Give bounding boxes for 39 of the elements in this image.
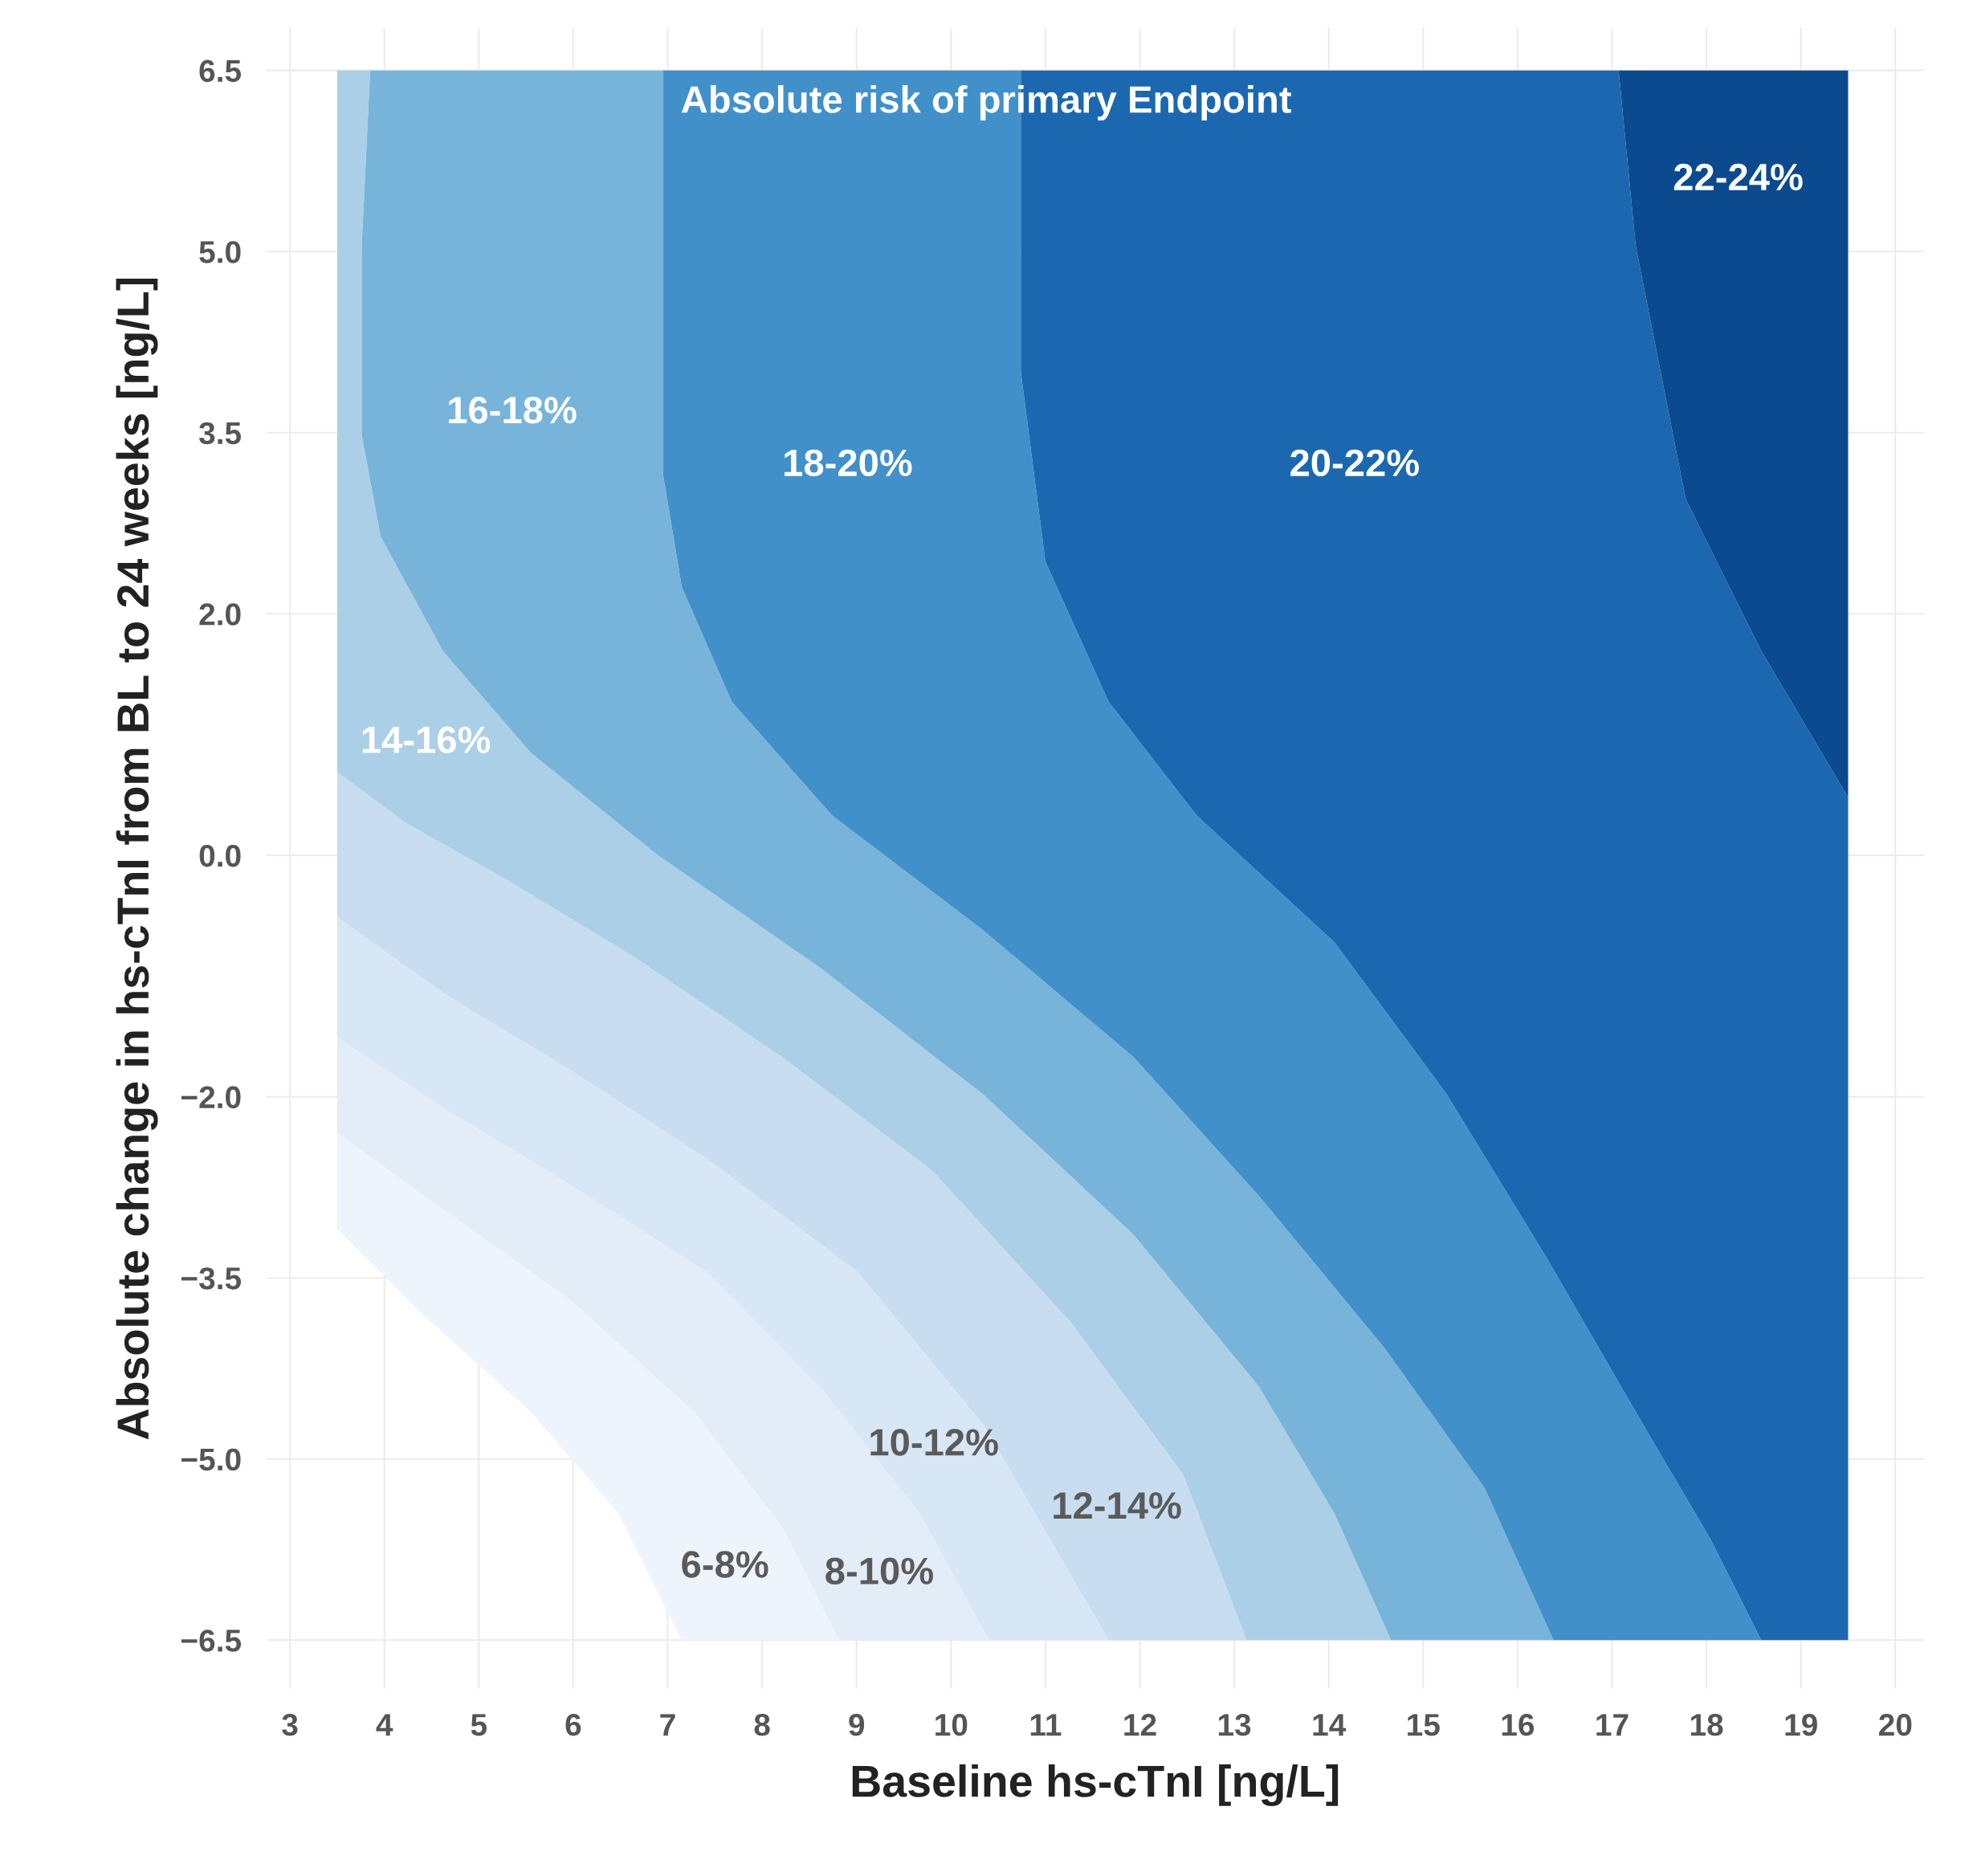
series-label: 6-8% — [682, 1551, 768, 1578]
y-tick-label: 0.0 — [199, 844, 241, 867]
series-label: 18-20% — [785, 449, 912, 477]
series-label: 10-12% — [870, 1429, 998, 1456]
series-label: 14-16% — [362, 726, 491, 754]
y-tick-label: −6.5 — [181, 1629, 242, 1652]
text: Absolute risk of primary Endpoint — [681, 85, 1291, 121]
y-axis-title: Absolute change in hs-cTnI from BL to 24 weeks [ng/L] — [116, 278, 158, 1440]
series-label: 16-18% — [449, 396, 577, 424]
y-tick-label: 5.0 — [199, 241, 241, 263]
series-label: 20-22% — [1290, 449, 1419, 477]
x-tick-label: 7 — [660, 1714, 675, 1736]
x-axis-title: Baseline hs-cTnI [ng/L] — [852, 1764, 1339, 1807]
x-tick-label: 19 — [1785, 1713, 1817, 1736]
x-tick-label: 8 — [754, 1713, 770, 1736]
x-tick-label: 20 — [1879, 1713, 1912, 1736]
x-tick-label: 17 — [1596, 1714, 1629, 1736]
y-tick-label: 6.5 — [199, 59, 242, 83]
x-tick-label: 15 — [1408, 1714, 1440, 1736]
x-tick-label: 18 — [1690, 1713, 1723, 1736]
x-tick-label: 11 — [1030, 1714, 1062, 1736]
series-label: 8-10% — [825, 1557, 933, 1584]
x-tick-label: 13 — [1218, 1713, 1251, 1736]
x-tick-label: 14 — [1313, 1714, 1347, 1736]
x-tick-label: 9 — [849, 1713, 865, 1736]
y-tick-label: −5.0 — [181, 1448, 241, 1471]
y-tick-label: −3.5 — [181, 1267, 242, 1290]
x-tick-label: 12 — [1124, 1713, 1156, 1736]
x-tick-label: 16 — [1502, 1713, 1535, 1736]
x-tick-label: 4 — [376, 1714, 393, 1736]
series-label: 22-24% — [1673, 163, 1803, 191]
x-tick-label: 5 — [471, 1714, 487, 1736]
series-label: 12-14% — [1054, 1491, 1181, 1519]
y-tick-label: −2.0 — [181, 1086, 241, 1109]
y-tick-label: 2.0 — [199, 603, 241, 626]
x-tick-label: 3 — [282, 1713, 298, 1736]
y-tick-label: 3.5 — [198, 422, 242, 445]
x-tick-label: 6 — [565, 1713, 581, 1736]
x-tick-label: 10 — [936, 1713, 968, 1736]
